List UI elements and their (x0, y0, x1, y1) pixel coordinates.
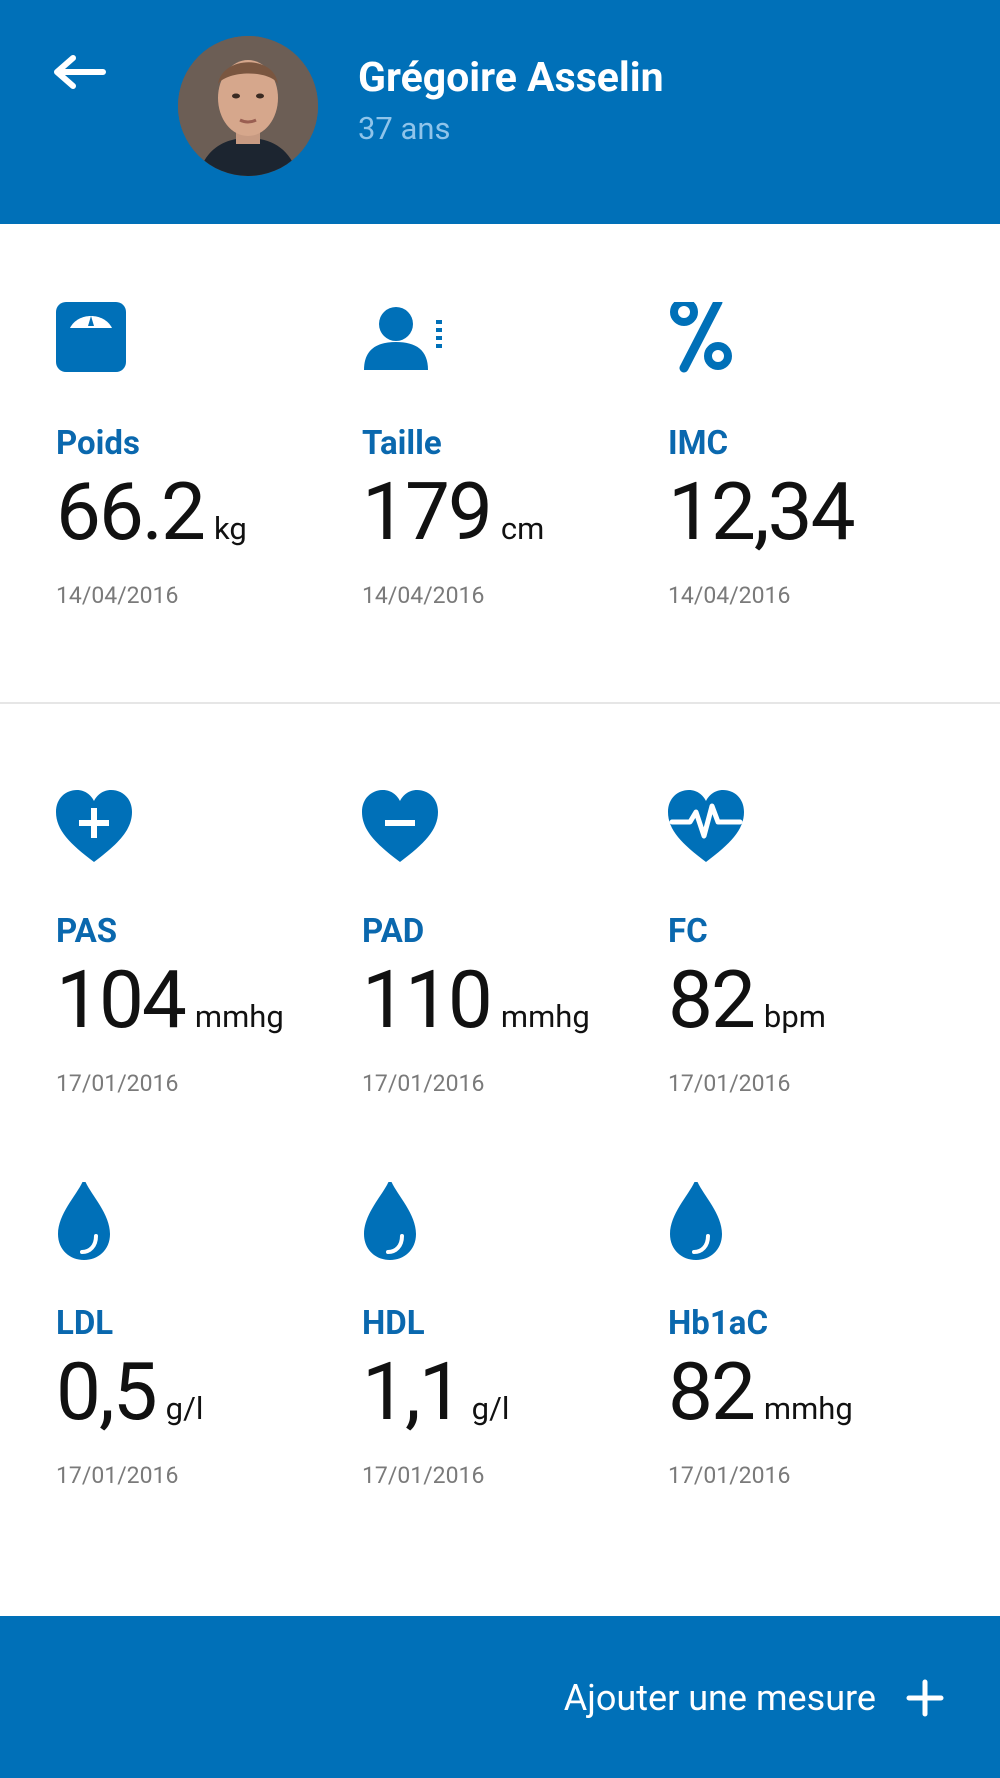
metric-value: 1,1 (362, 1345, 464, 1439)
drop-icon (364, 1182, 416, 1260)
metric-value: 0,5 (56, 1345, 158, 1439)
metric-value: 104 (56, 953, 187, 1047)
metric-value: 82 (668, 953, 756, 1047)
avatar[interactable] (178, 36, 318, 176)
metric-label: HDL (362, 1304, 425, 1343)
metric-unit: g/l (165, 1390, 204, 1427)
patient-age: 37 ans (358, 110, 451, 147)
heart-minus-icon (362, 790, 438, 862)
scale-icon (56, 302, 126, 372)
metric-date: 14/04/2016 (56, 582, 179, 609)
app-header: Grégoire Asselin 37 ans (0, 0, 1000, 224)
patient-name: Grégoire Asselin (358, 54, 664, 102)
metric-label: LDL (56, 1304, 114, 1343)
heart-pulse-icon (668, 790, 744, 862)
metric-date: 17/01/2016 (362, 1462, 485, 1489)
metric-date: 14/04/2016 (362, 582, 485, 609)
height-icon (364, 307, 442, 370)
avatar-photo-icon (178, 36, 318, 176)
metric-value: 110 (362, 953, 493, 1047)
metric-date: 17/01/2016 (668, 1070, 791, 1097)
metric-date: 17/01/2016 (668, 1462, 791, 1489)
metric-value: 12,34 (668, 465, 856, 559)
metric-date: 14/04/2016 (668, 582, 791, 609)
metric-label: Hb1aC (668, 1304, 769, 1343)
metric-label: PAS (56, 912, 118, 951)
metric-label: PAD (362, 912, 425, 951)
add-measure-label: Ajouter une mesure (563, 1677, 876, 1719)
metric-date: 17/01/2016 (362, 1070, 485, 1097)
metric-date: 17/01/2016 (56, 1070, 179, 1097)
metric-label: IMC (668, 424, 729, 463)
plus-icon (906, 1679, 944, 1717)
metric-value: 82 (668, 1345, 756, 1439)
metric-unit: mmhg (194, 998, 284, 1035)
metric-unit: g/l (471, 1390, 510, 1427)
add-measure-button[interactable]: Ajouter une mesure (564, 1668, 944, 1728)
metric-unit: bpm (763, 998, 826, 1035)
metric-label: Taille (362, 424, 442, 463)
drop-icon (670, 1182, 722, 1260)
metric-label: Poids (56, 424, 140, 463)
metric-value: 179 (362, 465, 493, 559)
metric-value: 66.2 (56, 465, 206, 559)
metric-unit: mmhg (763, 1390, 853, 1427)
back-button[interactable] (44, 44, 116, 100)
metric-unit: cm (500, 510, 545, 547)
footer-bar: Ajouter une mesure (0, 1616, 1000, 1778)
metric-date: 17/01/2016 (56, 1462, 179, 1489)
metric-unit: mmhg (500, 998, 590, 1035)
metric-label: FC (668, 912, 708, 951)
percent-icon (670, 302, 732, 373)
drop-icon (58, 1182, 110, 1260)
section-divider (0, 702, 1000, 704)
metric-unit: kg (213, 510, 247, 547)
arrow-left-icon (54, 55, 106, 89)
heart-plus-icon (56, 790, 132, 862)
